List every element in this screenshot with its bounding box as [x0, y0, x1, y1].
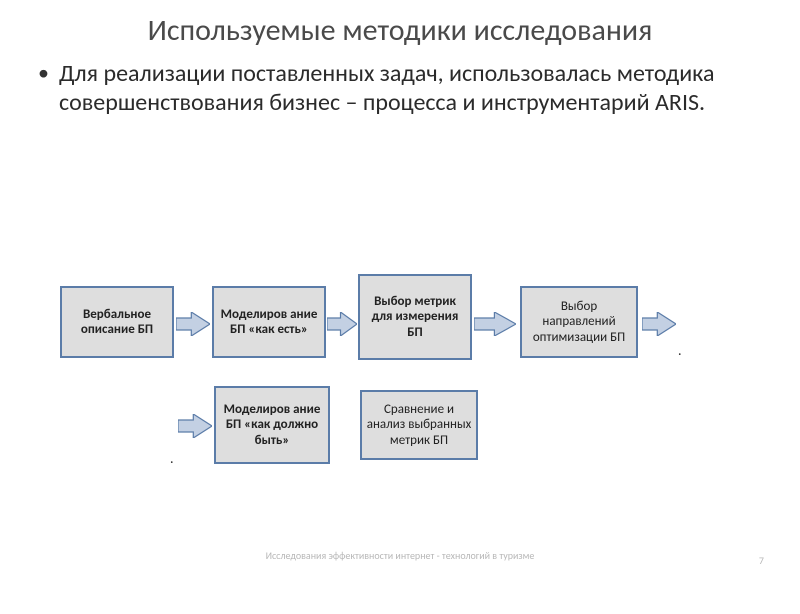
stray-dot: .	[678, 342, 682, 359]
stray-dot: .	[170, 450, 174, 467]
slide-title: Используемые методики исследования	[40, 14, 760, 49]
footer-text: Исследования эффективности интернет - те…	[0, 550, 800, 562]
bullet-text: Для реализации поставленных задач, испол…	[59, 59, 770, 118]
flow-node: Сравнение и анализ выбранных метрик БП	[360, 390, 478, 460]
flow-arrow-icon	[474, 312, 516, 336]
flow-node: Моделиров ание БП «как должно быть»	[214, 386, 330, 464]
bullet-row: • Для реализации поставленных задач, исп…	[38, 59, 770, 118]
bullet-marker: •	[38, 59, 49, 87]
page-number: 7	[759, 554, 764, 567]
flow-node: Вербальное описание БП	[60, 286, 174, 358]
slide: Используемые методики исследования • Для…	[0, 14, 800, 614]
flow-arrow-icon	[642, 312, 676, 336]
flow-node: Выбор направлений оптимизации БП	[520, 286, 638, 358]
flow-arrow-icon	[176, 312, 210, 336]
flow-node: Моделиров ание БП «как есть»	[212, 286, 326, 358]
flow-arrow-icon	[178, 414, 212, 438]
flow-node: Выбор метрик для измерения БП	[358, 274, 472, 360]
flow-arrow-icon	[327, 312, 357, 336]
